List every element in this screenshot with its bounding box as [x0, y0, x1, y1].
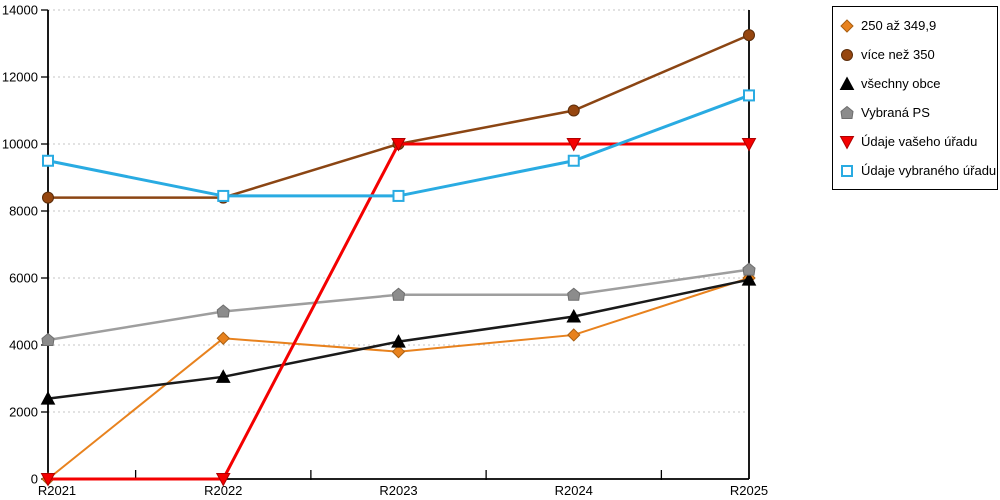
legend-marker-shape [840, 105, 854, 119]
x-tick-label: R2023 [379, 483, 417, 498]
legend-label: Údaje vašeho úřadu [861, 134, 978, 149]
data-point-marker [743, 29, 755, 42]
data-point-marker [215, 369, 231, 383]
legend-label: všechny obce [861, 76, 941, 91]
data-point-marker [567, 154, 580, 167]
series-line [48, 33, 750, 199]
legend-marker-shape [840, 18, 854, 33]
legend-marker-shape [839, 75, 855, 90]
data-point-marker [567, 328, 581, 342]
series-line [47, 268, 750, 342]
data-point-marker [391, 334, 406, 348]
data-point-marker [567, 104, 580, 117]
data-point-marker [391, 138, 406, 152]
data-point-marker [741, 138, 757, 152]
data-point-marker [217, 189, 230, 202]
data-point-marker [215, 473, 231, 487]
data-point-marker [40, 391, 56, 405]
legend: 250 až 349,9 více než 350 všechny obce V… [832, 6, 998, 190]
data-point-marker [41, 332, 55, 346]
data-point-marker [566, 308, 582, 323]
data-point-marker [742, 262, 756, 276]
x-tick-label: R2022 [204, 483, 242, 498]
legend-marker-shape [839, 135, 855, 150]
data-point-marker [741, 272, 757, 286]
legend-label: Údaje vybraného úřadu [861, 163, 997, 178]
legend-marker-shape [841, 164, 853, 177]
y-tick-label: 10000 [2, 137, 38, 152]
y-tick-label: 12000 [2, 70, 38, 85]
legend-item: více než 350 [833, 40, 997, 69]
data-point-marker [391, 287, 406, 301]
y-tick-label: 4000 [9, 338, 38, 353]
legend-label: Vybraná PS [861, 105, 930, 120]
x-tick-label: R2024 [555, 483, 593, 498]
triangle-down-icon [839, 135, 855, 150]
x-tick-label: R2025 [730, 483, 768, 498]
diamond-icon [840, 18, 854, 33]
data-point-marker [40, 473, 56, 487]
data-point-marker [743, 89, 755, 102]
data-point-marker [391, 344, 406, 359]
data-point-marker [216, 331, 230, 346]
legend-item: Údaje vybraného úřadu [833, 156, 997, 185]
legend-label: více než 350 [861, 47, 935, 62]
data-point-marker [42, 154, 54, 167]
data-point-marker [216, 304, 230, 318]
legend-item: Vybraná PS [833, 98, 997, 127]
circle-icon [841, 48, 853, 61]
triangle-up-icon [839, 75, 855, 90]
legend-marker-shape [841, 48, 853, 61]
data-point-marker [567, 287, 581, 301]
square-open-icon [841, 164, 853, 177]
legend-label: 250 až 349,9 [861, 18, 937, 33]
y-tick-label: 2000 [9, 405, 38, 420]
data-point-marker [566, 138, 582, 152]
legend-item: Údaje vašeho úřadu [833, 127, 997, 156]
legend-item: všechny obce [833, 69, 997, 98]
y-tick-label: 8000 [9, 204, 38, 219]
y-tick-label: 14000 [2, 3, 38, 18]
series-line [47, 277, 750, 480]
data-point-marker [42, 191, 54, 204]
y-tick-label: 0 [31, 472, 38, 487]
y-tick-label: 6000 [9, 271, 38, 286]
x-tick-label: R2021 [38, 483, 76, 498]
data-point-marker [392, 189, 405, 202]
legend-item: 250 až 349,9 [833, 11, 997, 40]
pentagon-icon [840, 105, 854, 119]
